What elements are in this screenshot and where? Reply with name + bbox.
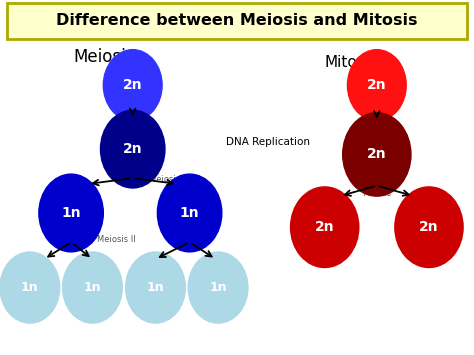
Ellipse shape xyxy=(347,50,406,121)
Text: DNA Replication: DNA Replication xyxy=(226,137,310,147)
Text: 2n: 2n xyxy=(123,142,143,156)
Text: 1n: 1n xyxy=(21,281,39,294)
Text: 1n: 1n xyxy=(61,206,81,220)
Text: 2n: 2n xyxy=(367,78,387,92)
Ellipse shape xyxy=(0,252,60,323)
FancyBboxPatch shape xyxy=(7,3,467,39)
Text: Meiosis: Meiosis xyxy=(73,48,135,66)
Ellipse shape xyxy=(395,187,463,267)
Text: 2n: 2n xyxy=(367,147,387,162)
Ellipse shape xyxy=(126,252,185,323)
Text: 1n: 1n xyxy=(209,281,227,294)
Text: 1n: 1n xyxy=(83,281,101,294)
Text: 2n: 2n xyxy=(123,78,143,92)
Ellipse shape xyxy=(39,174,103,252)
Text: Mitosis: Mitosis xyxy=(362,189,392,198)
Text: Difference between Meiosis and Mitosis: Difference between Meiosis and Mitosis xyxy=(56,13,418,28)
Ellipse shape xyxy=(63,252,122,323)
Text: 1n: 1n xyxy=(146,281,164,294)
Ellipse shape xyxy=(157,174,222,252)
Text: 1n: 1n xyxy=(180,206,200,220)
Ellipse shape xyxy=(291,187,359,267)
Text: 2n: 2n xyxy=(315,220,335,234)
Ellipse shape xyxy=(103,50,162,121)
Text: Meiosis I: Meiosis I xyxy=(149,175,185,184)
Ellipse shape xyxy=(188,252,248,323)
Ellipse shape xyxy=(343,113,411,196)
Text: Meiosis II: Meiosis II xyxy=(97,235,136,244)
Ellipse shape xyxy=(100,110,165,188)
Text: Mitosis: Mitosis xyxy=(324,55,377,70)
Text: 2n: 2n xyxy=(419,220,439,234)
